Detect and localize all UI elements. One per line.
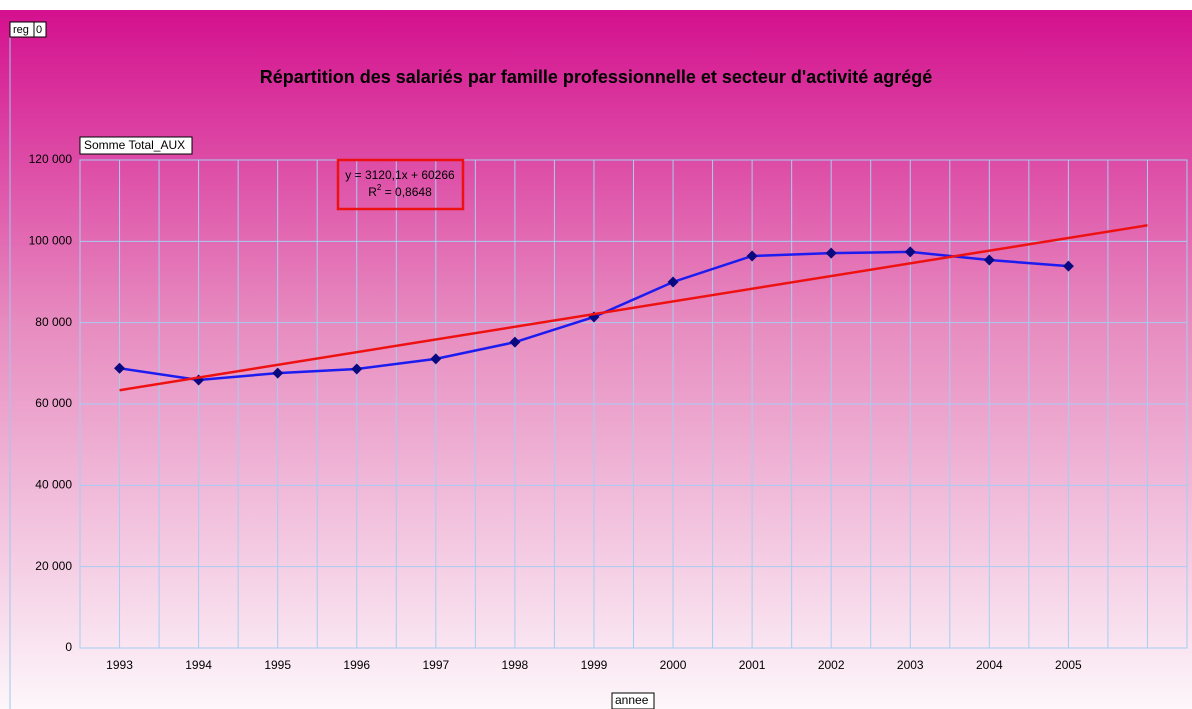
data-point — [430, 353, 442, 365]
data-point — [272, 367, 284, 379]
r2-value: = 0,8648 — [381, 185, 432, 199]
data-point — [509, 336, 521, 348]
x-tick-label: 2002 — [818, 658, 845, 672]
y-tick-label: 120 000 — [29, 152, 73, 166]
equation-box — [336, 158, 465, 211]
x-field-button[interactable] — [611, 692, 655, 709]
data-point — [667, 276, 679, 288]
x-tick-label: 1994 — [185, 658, 212, 672]
field-name: reg — [13, 24, 29, 36]
trend-equation: y = 3120,1x + 60266 — [345, 168, 455, 182]
y-tick-label: 40 000 — [35, 478, 72, 492]
y-field-button[interactable] — [79, 136, 193, 155]
plot-area-border — [79, 159, 1188, 649]
y-axis-label: Somme Total_AUX — [84, 138, 185, 152]
x-tick-label: 1995 — [264, 658, 291, 672]
x-axis-label: annee — [615, 693, 649, 707]
y-tick-label: 0 — [65, 640, 72, 654]
x-tick-label: 2004 — [976, 658, 1003, 672]
data-point — [746, 250, 758, 262]
x-tick-label: 2000 — [660, 658, 687, 672]
x-tick-label: 2005 — [1055, 658, 1082, 672]
y-tick-label: 60 000 — [35, 396, 72, 410]
x-tick-label: 2003 — [897, 658, 924, 672]
y-tick-label: 100 000 — [29, 234, 73, 248]
trendline — [119, 224, 1148, 392]
chart-background — [0, 10, 1192, 709]
chart-title: Répartition des salariés par famille pro… — [260, 67, 933, 87]
data-point — [825, 247, 837, 259]
data-point — [1062, 260, 1074, 272]
y-tick-label: 80 000 — [35, 315, 72, 329]
x-tick-label: 1998 — [502, 658, 529, 672]
data-point — [114, 362, 126, 374]
x-tick-label: 1993 — [106, 658, 133, 672]
data-point — [904, 246, 916, 258]
x-tick-label: 1999 — [581, 658, 608, 672]
field-value-button[interactable] — [33, 21, 47, 38]
trend-r2: R2 = 0,8648 — [368, 183, 432, 199]
r2-sup: 2 — [377, 183, 382, 192]
data-point — [983, 254, 995, 266]
r2-label: R — [368, 185, 377, 199]
x-tick-label: 1997 — [422, 658, 449, 672]
x-tick-label: 1996 — [343, 658, 370, 672]
x-tick-label: 2001 — [739, 658, 766, 672]
y-tick-label: 20 000 — [35, 559, 72, 573]
data-point — [351, 363, 363, 375]
field-value: 0 — [36, 24, 42, 36]
